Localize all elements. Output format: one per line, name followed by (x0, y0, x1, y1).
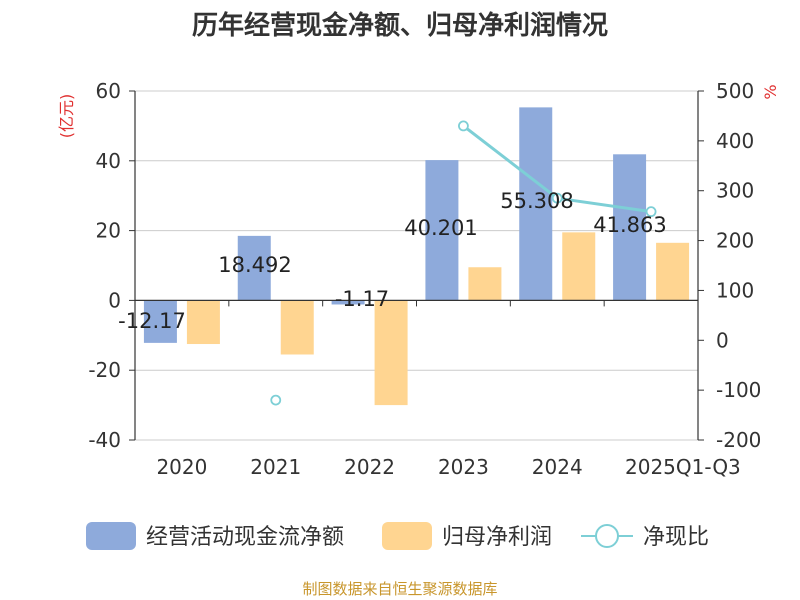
bar-1-2020 (186, 300, 220, 345)
ratio-line (270, 120, 657, 406)
x-label-2023: 2023 (438, 455, 489, 479)
right-tick-label: -100 (716, 378, 761, 402)
right-tick-label: -200 (716, 428, 761, 452)
right-tick-label: 400 (716, 129, 754, 153)
legend-label-cashflow: 经营活动现金流净额 (146, 525, 344, 550)
bars (143, 107, 690, 406)
data-label-2025Q1-Q3: 41.863 (593, 213, 666, 237)
ratio-point-2023 (458, 120, 469, 132)
left-tick-label: -20 (88, 358, 121, 382)
bar-0-2021 (237, 235, 271, 301)
x-label-2022: 2022 (344, 455, 395, 479)
ratio-point-2025Q1-Q3 (645, 206, 657, 218)
left-tick-label: 0 (108, 288, 121, 312)
data-label-2021: 18.492 (218, 253, 291, 277)
axes (134, 91, 699, 440)
bar-0-2020 (143, 300, 177, 343)
left-axis-unit: (亿元) (57, 94, 76, 139)
bar-0-2022 (331, 300, 365, 305)
left-tick-label: -40 (88, 428, 121, 452)
right-tick-label: 0 (716, 328, 729, 352)
bar-1-2021 (280, 300, 314, 355)
legend-swatch-cashflow (86, 522, 136, 550)
legend: 经营活动现金流净额 归母净利润 净现比 (86, 522, 709, 550)
right-tick-label: 500 (716, 79, 754, 103)
bar-1-2025Q1-Q3 (656, 242, 690, 301)
bar-0-2023 (425, 160, 459, 301)
bar-0-2025Q1-Q3 (613, 154, 647, 301)
left-tick-label: 40 (96, 149, 121, 173)
x-label-2021: 2021 (250, 455, 301, 479)
bar-0-2024 (519, 107, 553, 301)
gridlines (135, 90, 698, 441)
right-tick-label: 100 (716, 278, 754, 302)
data-label-2022: -1.17 (335, 287, 389, 311)
data-label-2023: 40.201 (404, 216, 477, 240)
left-axis: -40 -20 0 20 40 60 (88, 79, 135, 452)
right-axis-unit: % (761, 84, 780, 99)
data-label-2024: 55.308 (500, 189, 573, 213)
left-tick-label: 20 (96, 219, 121, 243)
x-label-2020: 2020 (156, 455, 207, 479)
source-note: 制图数据来自恒生聚源数据库 (302, 580, 497, 598)
legend-label-profit: 归母净利润 (442, 525, 552, 550)
data-labels: -12.17 18.492 -1.17 40.201 55.308 41.863 (118, 189, 667, 333)
right-tick-label: 200 (716, 229, 754, 253)
legend-swatch-profit (382, 522, 432, 550)
bar-1-2022 (374, 300, 408, 406)
x-axis-labels: 2020 2021 2022 2023 2024 2025Q1-Q3 (156, 455, 740, 479)
legend-label-ratio: 净现比 (643, 525, 709, 550)
left-tick-label: 60 (96, 79, 121, 103)
right-tick-label: 300 (716, 179, 754, 203)
ratio-point-2024 (551, 192, 563, 204)
bar-1-2024 (562, 232, 596, 301)
chart-title: 历年经营现金净额、归母净利润情况 (192, 10, 608, 41)
x-label-2024: 2024 (532, 455, 583, 479)
x-label-2025Q1-Q3: 2025Q1-Q3 (625, 455, 741, 479)
bar-1-2023 (468, 267, 502, 301)
data-label-2020: -12.17 (118, 309, 186, 333)
right-axis: -200 -100 0 100 200 300 400 500 (698, 79, 761, 452)
legend-marker-ratio (595, 524, 619, 548)
ratio-point-2021 (270, 394, 282, 406)
